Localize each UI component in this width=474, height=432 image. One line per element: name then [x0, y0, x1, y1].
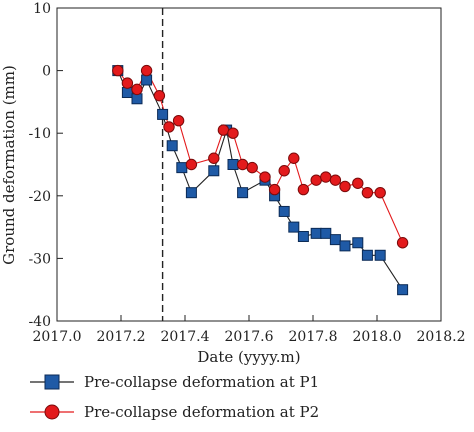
data-point-p2: [121, 77, 134, 89]
data-point-p1: [237, 187, 249, 199]
data-point-p2: [297, 183, 310, 196]
x-tick-label: 2017.4: [161, 329, 210, 345]
data-point-p1: [208, 165, 220, 177]
legend-label-p2: Pre-collapse deformation at P2: [84, 403, 320, 421]
data-point-p1: [339, 240, 351, 252]
data-point-p1: [166, 140, 178, 152]
x-tick-label: 2017.8: [289, 329, 338, 345]
data-point-p2: [339, 180, 351, 193]
data-point-p1: [157, 108, 169, 120]
data-point-p2: [227, 127, 239, 139]
data-point-p2: [396, 237, 409, 249]
data-point-p1: [131, 93, 143, 105]
x-tick-label: 2018.0: [353, 329, 402, 345]
data-point-p1: [185, 187, 197, 199]
data-point-p2: [246, 161, 258, 174]
data-point-p1: [352, 237, 364, 249]
data-point-p1: [176, 162, 188, 174]
data-point-p2: [217, 124, 230, 136]
x-tick-label: 2017.6: [225, 329, 274, 345]
data-point-p2: [278, 165, 290, 177]
data-point-p2: [153, 89, 166, 102]
data-point-p2: [361, 186, 374, 199]
y-tick-label: -40: [28, 314, 51, 330]
data-point-p1: [297, 230, 309, 242]
data-point-p1: [310, 227, 322, 239]
data-point-p2: [208, 152, 220, 164]
data-point-p1: [329, 234, 341, 246]
y-axis-label: Ground deformation (mm): [0, 65, 18, 265]
data-point-p1: [121, 87, 133, 99]
data-point-p2: [310, 174, 322, 186]
y-tick-label: 10: [33, 1, 51, 17]
legend-marker-square: [30, 374, 74, 390]
data-point-p2: [320, 171, 332, 183]
data-point-p1: [288, 221, 300, 233]
x-tick-label: 2017.2: [97, 329, 146, 345]
data-point-p2: [140, 64, 153, 77]
data-point-p2: [112, 64, 124, 77]
data-point-p1: [278, 205, 290, 217]
y-tick-label: -30: [28, 251, 51, 267]
y-axis: 10 0 -10 -20 -30 -40: [28, 1, 63, 330]
data-point-p1: [397, 284, 409, 296]
data-point-p2: [172, 114, 185, 127]
legend-label-p1: Pre-collapse deformation at P1: [84, 373, 320, 391]
data-point-p1: [361, 249, 373, 261]
legend-marker-circle: [30, 404, 74, 420]
x-tick-label: 2018.2: [417, 329, 466, 345]
y-tick-label: -20: [28, 189, 51, 205]
data-point-p2: [329, 174, 342, 186]
x-axis-label: Date (yyyy.m): [197, 348, 300, 366]
data-point-p2: [268, 183, 281, 196]
data-point-p2: [163, 121, 175, 133]
data-point-p2: [259, 171, 271, 183]
series-layer: [112, 64, 409, 296]
data-point-p2: [288, 152, 300, 164]
x-axis: 2017.0 2017.2 2017.4 2017.6 2017.8 2018.0 2018…: [33, 315, 466, 345]
data-point-p1: [374, 249, 386, 261]
data-point-p1: [141, 74, 153, 86]
x-tick-label: 2017.0: [33, 329, 82, 345]
data-point-p1: [320, 227, 332, 239]
data-point-p2: [236, 158, 249, 171]
data-point-p2: [131, 83, 143, 96]
data-point-p2: [374, 186, 386, 199]
data-point-p2: [185, 158, 198, 171]
data-point-p1: [227, 159, 239, 170]
y-tick-label: -10: [28, 126, 51, 142]
y-tick-label: 0: [42, 64, 51, 80]
data-point-p2: [352, 177, 364, 189]
